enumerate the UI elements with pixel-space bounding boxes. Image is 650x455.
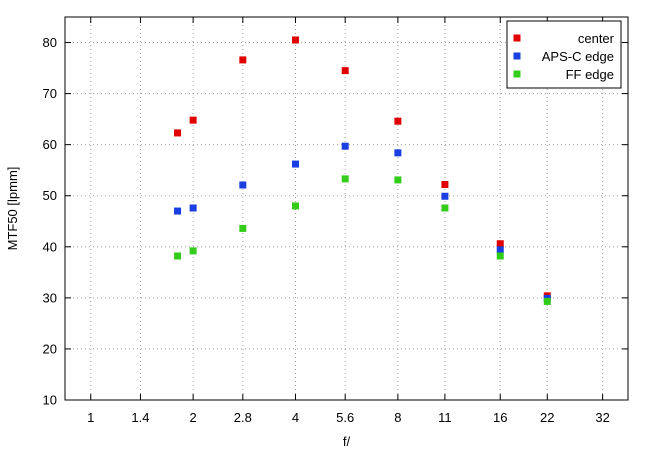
- legend-swatch: [513, 34, 521, 42]
- data-point: [496, 240, 504, 248]
- x-tick-label: 2.8: [234, 410, 252, 425]
- data-point: [174, 252, 182, 260]
- data-point: [239, 224, 247, 232]
- points-layer: [174, 36, 551, 305]
- data-point: [189, 204, 197, 212]
- y-tick-label: 30: [43, 290, 57, 305]
- data-point: [341, 142, 349, 150]
- x-tick-label: 1.4: [131, 410, 149, 425]
- data-point: [174, 129, 182, 137]
- legend-label: FF edge: [566, 67, 614, 82]
- data-point: [496, 246, 504, 254]
- data-point: [174, 207, 182, 215]
- x-tick-label: 16: [493, 410, 507, 425]
- data-point: [189, 247, 197, 255]
- data-point: [441, 180, 449, 188]
- series-ff-edge: [174, 175, 551, 305]
- y-tick-label: 20: [43, 341, 57, 356]
- legend-swatch: [513, 70, 521, 78]
- legend-swatch: [513, 52, 521, 60]
- x-tick-label: 2: [190, 410, 197, 425]
- data-point: [496, 252, 504, 260]
- data-point: [394, 149, 402, 157]
- data-point: [394, 176, 402, 184]
- legend-box: [506, 20, 622, 89]
- x-tick-label: 4: [292, 410, 299, 425]
- data-point: [441, 204, 449, 212]
- data-point: [543, 297, 551, 305]
- legend: center APS-C edge FF edge: [506, 20, 622, 89]
- tick-layer: 10 20 30 40 50 60 70 80 1 1.4 2 2.8 4 5.6 8 11 16 22 32: [43, 17, 628, 425]
- data-point: [291, 202, 299, 210]
- data-point: [441, 192, 449, 200]
- x-axis-title: f/: [343, 434, 351, 449]
- y-tick-label: 60: [43, 137, 57, 152]
- plot-frame: [64, 16, 629, 401]
- y-tick-label: 70: [43, 86, 57, 101]
- y-tick-label: 40: [43, 239, 57, 254]
- x-tick-label: 22: [540, 410, 554, 425]
- legend-label: center: [578, 31, 615, 46]
- x-tick-label: 1: [87, 410, 94, 425]
- data-point: [189, 116, 197, 124]
- x-tick-label: 11: [438, 410, 452, 425]
- legend-label: APS-C edge: [542, 49, 614, 64]
- data-point: [341, 175, 349, 183]
- data-point: [291, 160, 299, 168]
- data-point: [239, 181, 247, 189]
- y-tick-label: 80: [43, 35, 57, 50]
- y-tick-label: 50: [43, 188, 57, 203]
- x-tick-label: 32: [595, 410, 609, 425]
- x-tick-label: 5.6: [336, 410, 354, 425]
- x-tick-label: 8: [394, 410, 401, 425]
- data-point: [341, 67, 349, 75]
- data-point: [291, 36, 299, 44]
- data-point: [239, 56, 247, 64]
- y-tick-label: 10: [43, 393, 57, 408]
- data-point: [394, 117, 402, 125]
- y-axis-title: MTF50 [lpmm]: [5, 167, 20, 251]
